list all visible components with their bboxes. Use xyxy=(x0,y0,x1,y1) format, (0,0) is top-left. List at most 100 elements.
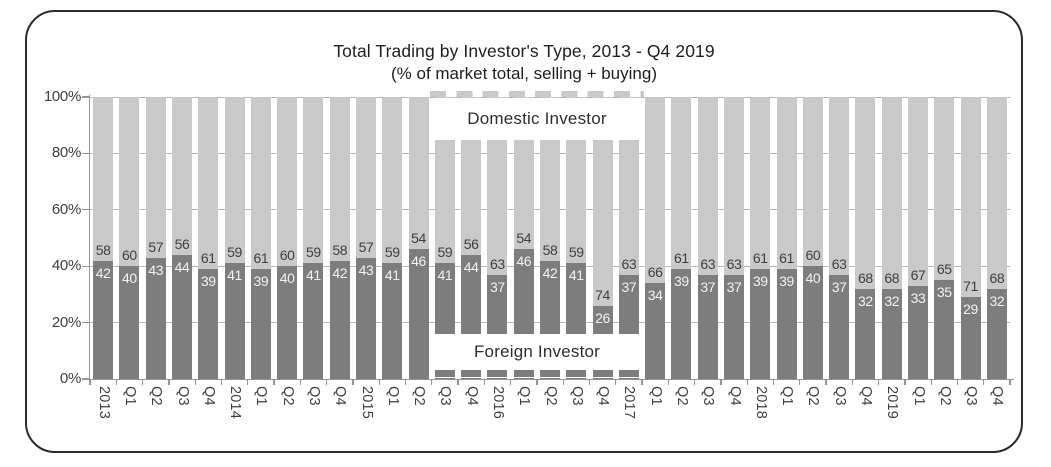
x-axis-tick xyxy=(693,380,696,385)
bar-value-foreign: 32 xyxy=(884,292,900,309)
domestic-investor-label-box: Domestic Investor xyxy=(430,98,644,140)
bar-value-domestic: 54 xyxy=(411,230,426,247)
x-axis-tick xyxy=(851,380,853,385)
x-axis-label: Q4 xyxy=(595,386,612,406)
bar-value-domestic: 58 xyxy=(332,241,348,258)
x-axis-label: Q1 xyxy=(647,386,664,406)
bar-value-domestic: 59 xyxy=(227,244,242,261)
foreign-segment xyxy=(829,274,850,379)
domestic-segment xyxy=(382,97,403,264)
foreign-segment xyxy=(250,269,271,379)
bar: 61 39 xyxy=(198,97,219,379)
foreign-segment xyxy=(881,288,902,379)
domestic-segment xyxy=(224,97,245,264)
y-axis-tick xyxy=(82,378,90,380)
bar: 60 40 xyxy=(277,97,298,379)
foreign-segment xyxy=(776,269,797,379)
bar: 58 42 xyxy=(329,97,350,379)
x-axis-tick xyxy=(615,380,617,385)
foreign-segment xyxy=(697,274,718,379)
bar-value-domestic: 74 xyxy=(595,286,610,303)
bar-value-domestic: 60 xyxy=(805,247,821,264)
x-axis-tick xyxy=(378,380,380,385)
domestic-segment xyxy=(303,97,324,264)
bar-value-foreign: 46 xyxy=(516,253,532,270)
bar: 59 41 xyxy=(382,97,403,379)
foreign-segment xyxy=(724,274,744,379)
bar-value-foreign: 41 xyxy=(384,267,400,284)
x-axis-tick xyxy=(220,380,223,385)
bar-value-domestic: 63 xyxy=(621,255,637,272)
bar-value-domestic: 67 xyxy=(910,266,926,283)
x-axis-label: Q4 xyxy=(463,386,480,406)
x-axis-tick xyxy=(825,380,827,385)
bar: 54 46 xyxy=(408,97,429,379)
x-axis-label: Q2 xyxy=(673,386,690,406)
x-axis-tick xyxy=(509,380,512,385)
foreign-investor-label-box: Foreign Investor xyxy=(430,334,644,370)
x-axis-tick xyxy=(588,380,591,385)
highlight-bottom-dash-gap xyxy=(430,376,644,379)
foreign-segment xyxy=(382,263,403,379)
bar-value-domestic: 61 xyxy=(779,250,794,267)
bar: 63 37 xyxy=(829,97,850,379)
bar-value-domestic: 68 xyxy=(989,269,1005,286)
x-axis-tick xyxy=(1009,380,1011,385)
foreign-segment xyxy=(198,269,219,379)
bar: 61 39 xyxy=(776,97,797,379)
y-axis-tick xyxy=(82,96,90,98)
x-axis-tick xyxy=(194,380,196,385)
x-axis-tick xyxy=(536,380,538,385)
bar-value-foreign: 41 xyxy=(568,267,584,284)
x-axis-tick xyxy=(930,380,932,385)
x-axis-tick xyxy=(431,380,433,385)
x-axis-label: Q3 xyxy=(831,386,848,406)
domestic-segment xyxy=(93,97,114,261)
x-axis-label: Q4 xyxy=(989,386,1006,406)
x-axis-tick xyxy=(562,380,564,385)
x-axis-label: 2015 xyxy=(358,386,375,420)
bar: 71 29 xyxy=(960,97,981,379)
domestic-segment xyxy=(645,97,666,284)
foreign-segment xyxy=(303,263,324,379)
highlight-top-dash-band xyxy=(430,91,644,97)
bar: 65 35 xyxy=(934,97,955,379)
y-axis-line xyxy=(88,95,90,382)
bar-value-domestic: 59 xyxy=(437,244,453,261)
x-axis-label: Q4 xyxy=(200,386,217,406)
x-axis-label: Q2 xyxy=(805,386,822,406)
domestic-segment xyxy=(750,97,771,270)
bar-value-domestic: 61 xyxy=(200,250,216,267)
x-axis-label: Q1 xyxy=(516,386,533,406)
plot-area: 58 42 60 40 57 43 56 44 61 39 59 41 61 39 60 40 59 41 58 42… xyxy=(44,88,1014,419)
x-axis-tick xyxy=(168,380,170,385)
bar-value-foreign: 46 xyxy=(411,253,426,270)
bar-value-foreign: 37 xyxy=(490,278,505,295)
x-axis-label: 2014 xyxy=(227,386,244,420)
bar-value-foreign: 44 xyxy=(174,258,190,275)
x-axis-tick xyxy=(273,380,275,385)
bar-value-domestic: 60 xyxy=(122,247,137,264)
x-axis-tick xyxy=(720,380,722,385)
domestic-segment xyxy=(724,97,744,275)
bar-value-domestic: 63 xyxy=(490,255,505,272)
x-axis-label: Q1 xyxy=(253,386,270,406)
bar-value-foreign: 26 xyxy=(595,309,610,326)
x-axis-label: Q3 xyxy=(174,386,191,406)
domestic-segment xyxy=(908,97,928,286)
bar-value-foreign: 41 xyxy=(306,267,321,284)
bar: 60 40 xyxy=(119,97,140,379)
foreign-segment xyxy=(960,297,981,379)
domestic-segment xyxy=(986,97,1007,289)
bar: 66 34 xyxy=(645,97,666,379)
bar: 61 39 xyxy=(750,97,771,379)
domestic-segment xyxy=(671,97,692,270)
bar-value-domestic: 58 xyxy=(542,241,558,258)
domestic-segment xyxy=(172,97,192,255)
y-axis-tick xyxy=(82,209,90,211)
domestic-segment xyxy=(960,97,981,298)
bar-value-foreign: 35 xyxy=(936,284,952,301)
bar-value-foreign: 39 xyxy=(200,273,216,290)
bar-value-domestic: 57 xyxy=(148,238,164,255)
domestic-segment xyxy=(198,97,219,270)
